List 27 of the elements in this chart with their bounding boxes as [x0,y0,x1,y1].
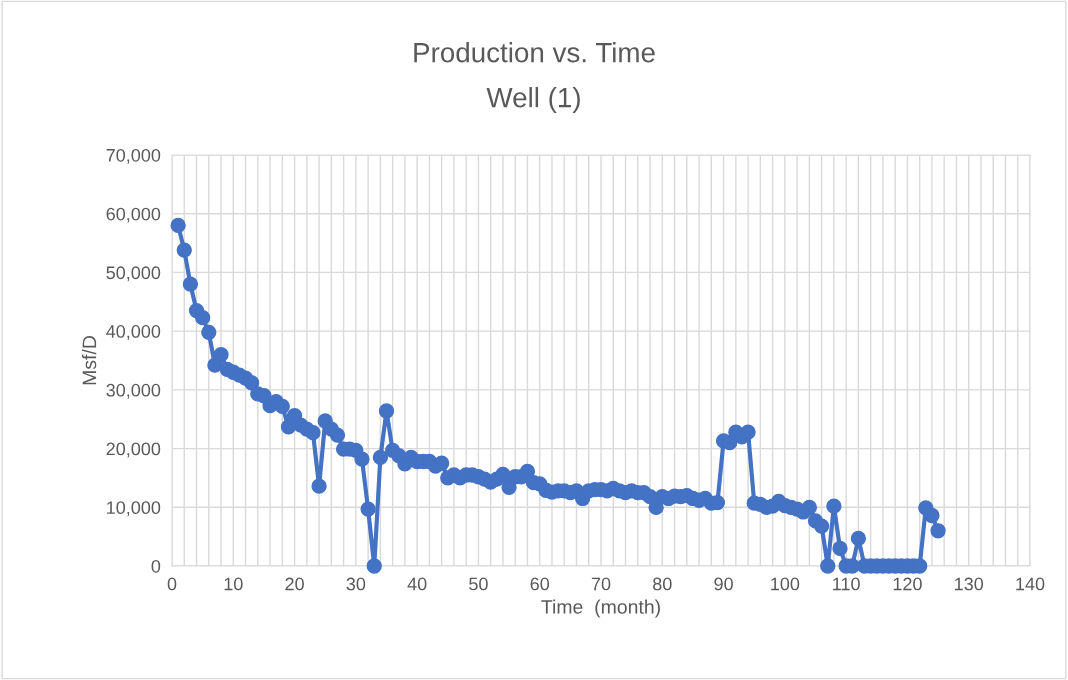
x-tick-label: 30 [346,577,366,591]
x-tick-label: 10 [224,577,243,591]
x-tick-label: 80 [653,577,672,591]
x-tick-label: 40 [407,577,427,591]
x-tick-label: 20 [285,577,304,591]
x-tick-label: 120 [893,577,922,591]
x-tick-label: 100 [771,577,800,591]
x-tick-label: 140 [1016,577,1045,591]
y-axis-title: Msf/D [81,336,97,385]
y-tick-label: 0 [151,559,161,573]
x-tick-label: 50 [469,577,488,591]
x-tick-label: 90 [714,577,733,591]
chart-subtitle: Well (1) [486,87,580,113]
y-tick-label: 60,000 [106,207,161,223]
x-tick-label: 60 [530,577,550,591]
x-tick-label: 110 [833,577,860,591]
x-tick-label: 70 [591,577,611,591]
x-tick-label: 0 [167,577,177,591]
y-tick-label: 70,000 [106,148,161,164]
x-axis-title: Time (month) [541,599,660,618]
y-tick-label: 10,000 [107,501,161,517]
y-tick-label: 30,000 [106,383,161,399]
y-tick-label: 40,000 [106,325,161,340]
chart-title: Production vs. Time [414,42,655,63]
y-tick-label: 20,000 [106,442,161,458]
y-tick-label: 50,000 [106,266,161,282]
x-tick-label: 130 [955,577,984,591]
